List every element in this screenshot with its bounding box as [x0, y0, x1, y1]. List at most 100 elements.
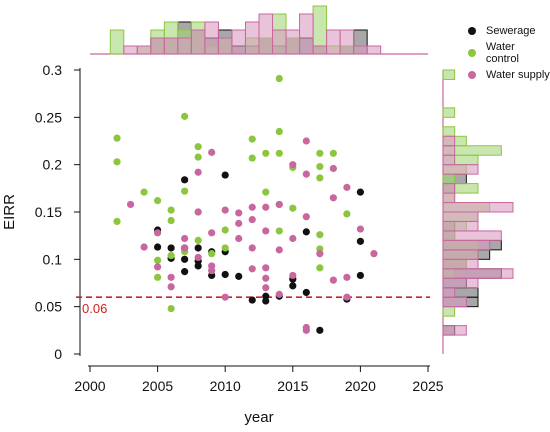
y-tick-label: 0.1 — [43, 251, 63, 267]
data-point — [154, 273, 162, 281]
hist-bar — [442, 277, 479, 289]
data-point — [343, 210, 351, 218]
hist-bar — [299, 13, 314, 55]
hist-bar — [204, 21, 219, 55]
hist-bar — [442, 192, 456, 204]
data-point — [262, 274, 270, 282]
data-point — [248, 135, 256, 143]
hist-bar — [442, 258, 479, 270]
hist-bar — [258, 13, 274, 55]
data-point — [316, 149, 324, 157]
data-point — [167, 206, 175, 214]
data-point — [329, 149, 337, 157]
hist-bar — [217, 37, 233, 55]
data-point — [289, 234, 297, 243]
y-tick-label: 0.3 — [43, 62, 63, 78]
data-point — [154, 229, 162, 237]
data-point — [194, 253, 202, 262]
data-point — [302, 213, 310, 221]
data-point — [221, 226, 229, 234]
hist-bar — [442, 249, 479, 260]
data-point — [167, 273, 175, 281]
data-point — [262, 264, 270, 272]
data-point — [140, 243, 148, 251]
legend-marker-icon — [468, 27, 476, 35]
x-tick-label: 2020 — [345, 378, 376, 394]
hist-bar — [442, 126, 456, 137]
data-point — [302, 137, 310, 145]
data-point — [302, 326, 310, 334]
series-water-control — [113, 74, 351, 313]
data-point — [356, 271, 364, 280]
data-point — [275, 200, 283, 209]
hist-bar — [312, 45, 328, 55]
data-point — [221, 206, 229, 214]
data-point — [126, 200, 135, 209]
right-marginal-histogram — [442, 69, 514, 354]
x-tick-label: 2005 — [142, 378, 173, 394]
top-marginal-histogram — [90, 5, 428, 55]
hist-bar — [442, 220, 479, 232]
data-point — [275, 290, 283, 298]
hist-bar — [123, 45, 138, 55]
data-point — [221, 293, 229, 301]
legend-label: Water control — [485, 41, 519, 65]
hist-bar — [442, 164, 479, 175]
data-point — [262, 297, 270, 305]
data-point — [302, 288, 310, 297]
data-point — [194, 236, 202, 244]
data-point — [262, 227, 270, 235]
data-point — [194, 262, 202, 270]
data-point — [235, 234, 243, 243]
data-point — [167, 216, 175, 225]
data-point — [343, 293, 351, 301]
data-point — [194, 244, 202, 252]
top-hist-series — [123, 13, 382, 55]
hist-bar — [442, 107, 456, 118]
data-point — [275, 149, 283, 157]
data-point — [262, 188, 270, 196]
x-tick-label: 2010 — [210, 378, 241, 394]
data-point — [113, 134, 121, 142]
y-tick-label: 0.2 — [43, 157, 63, 173]
legend-item-water-supply: Water supply — [468, 64, 550, 86]
data-point — [181, 187, 189, 195]
data-point — [275, 227, 283, 235]
data-point — [356, 225, 364, 233]
series-water-supply — [126, 137, 378, 334]
data-point — [248, 244, 256, 252]
right-hist-series — [442, 135, 514, 336]
data-point — [167, 304, 175, 313]
hist-bar — [442, 154, 456, 166]
hist-bar — [442, 296, 467, 308]
data-point — [316, 326, 324, 334]
hist-bar — [442, 202, 514, 213]
legend-label: Water supply — [486, 69, 550, 81]
data-point — [181, 112, 189, 120]
data-point — [221, 244, 229, 252]
hist-bar — [163, 37, 179, 55]
data-points — [113, 74, 378, 334]
data-point — [289, 204, 297, 212]
axes: 0 0.05 0.1 0.15 0.2 0.25 0.3 2000 2005 2010 2015 20… — [35, 62, 444, 394]
hist-bar — [150, 37, 165, 55]
data-point — [113, 158, 121, 166]
data-point — [262, 203, 270, 211]
legend: Sewerage Water control Water supply — [468, 20, 550, 86]
data-point — [235, 272, 243, 280]
data-point — [302, 228, 310, 236]
data-point — [181, 234, 189, 243]
x-axis-label: year — [244, 409, 273, 426]
data-point — [316, 231, 324, 239]
hist-bar — [442, 239, 491, 251]
data-point — [343, 273, 351, 281]
data-point — [208, 267, 216, 275]
x-tick-label: 2025 — [412, 378, 443, 394]
data-point — [329, 276, 337, 284]
hist-bar — [109, 29, 125, 55]
data-point — [343, 183, 351, 191]
data-point — [248, 215, 256, 224]
y-tick-label: 0.05 — [35, 299, 62, 315]
legend-label: Sewerage — [486, 25, 536, 37]
